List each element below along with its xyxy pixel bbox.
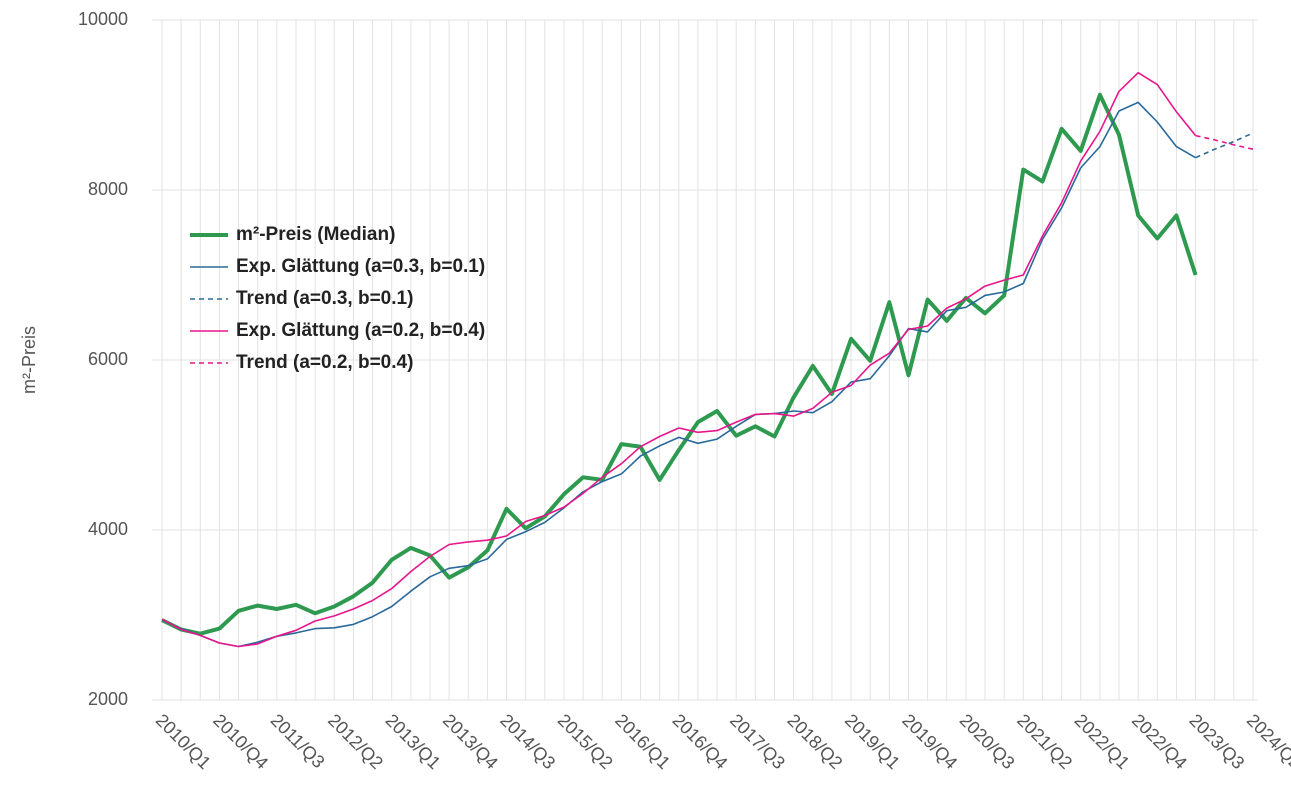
x-tick-label: 2024/Q2 [1243, 710, 1291, 773]
legend-label: Trend (a=0.3, b=0.1) [236, 288, 413, 309]
x-tick-label: 2016/Q4 [669, 710, 732, 773]
x-tick-label: 2010/Q1 [152, 710, 215, 773]
x-tick-label: 2022/Q1 [1071, 710, 1134, 773]
series-line [161, 101, 1197, 648]
x-tick-label: 2017/Q3 [726, 710, 789, 773]
x-tick-label: 2013/Q4 [439, 710, 502, 773]
y-tick-label: 10000 [78, 9, 128, 29]
x-tick-label: 2021/Q2 [1013, 710, 1076, 773]
x-tick-label: 2019/Q1 [841, 710, 904, 773]
series-line [161, 71, 1197, 648]
legend-label: Trend (a=0.2, b=0.4) [236, 352, 413, 373]
series-line [1195, 134, 1254, 150]
series-line [161, 92, 1198, 636]
legend-label: Exp. Glättung (a=0.3, b=0.1) [236, 256, 485, 277]
x-tick-label: 2022/Q4 [1128, 710, 1191, 773]
x-tick-label: 2013/Q1 [381, 710, 444, 773]
x-tick-label: 2012/Q2 [324, 710, 387, 773]
y-axis-label: m²-Preis [19, 326, 39, 394]
x-tick-label: 2019/Q4 [898, 710, 961, 773]
x-tick-label: 2023/Q3 [1185, 710, 1248, 773]
legend-label: m²-Preis (Median) [236, 224, 395, 245]
legend-label: Exp. Glättung (a=0.2, b=0.4) [236, 320, 485, 341]
x-tick-label: 2014/Q3 [496, 710, 559, 773]
x-tick-label: 2015/Q2 [554, 710, 617, 773]
x-tick-label: 2018/Q2 [783, 710, 846, 773]
x-tick-label: 2010/Q4 [209, 710, 272, 773]
y-tick-label: 4000 [88, 519, 128, 539]
series-line [1195, 132, 1254, 159]
x-tick-label: 2020/Q3 [956, 710, 1019, 773]
y-tick-label: 2000 [88, 689, 128, 709]
y-tick-label: 6000 [88, 349, 128, 369]
x-tick-label: 2011/Q3 [267, 710, 329, 772]
y-tick-label: 8000 [88, 179, 128, 199]
x-tick-label: 2016/Q1 [611, 710, 674, 773]
